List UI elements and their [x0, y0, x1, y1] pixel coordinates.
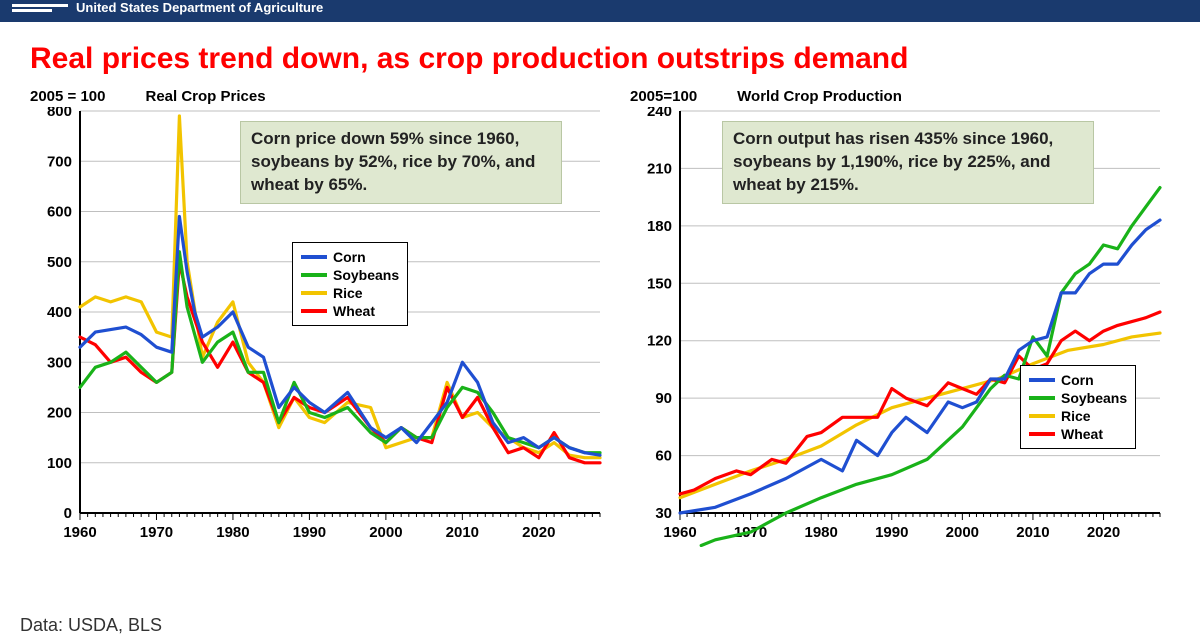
chart-production-title: World Crop Production	[737, 88, 902, 105]
legend-swatch-soybeans	[301, 273, 327, 277]
chart-prices-callout: Corn price down 59% since 1960, soybeans…	[240, 121, 562, 204]
legend-item-corn: Corn	[301, 249, 399, 265]
data-source: Data: USDA, BLS	[20, 615, 162, 636]
gov-header-text: United States Department of Agriculture	[76, 0, 323, 15]
legend-item-corn: Corn	[1029, 372, 1127, 388]
legend-swatch-rice	[301, 291, 327, 295]
legend-label-soybeans: Soybeans	[333, 267, 399, 283]
svg-text:1960: 1960	[663, 524, 696, 541]
legend-swatch-wheat	[1029, 432, 1055, 436]
chart-production-meta: 2005=100 World Crop Production	[630, 88, 1170, 105]
chart-prices-meta: 2005 = 100 Real Crop Prices	[30, 88, 610, 105]
legend-item-soybeans: Soybeans	[301, 267, 399, 283]
legend-item-rice: Rice	[301, 285, 399, 301]
svg-text:2020: 2020	[1087, 524, 1120, 541]
svg-text:2010: 2010	[1016, 524, 1049, 541]
svg-text:200: 200	[47, 405, 72, 422]
legend-label-wheat: Wheat	[333, 303, 375, 319]
legend-item-wheat: Wheat	[301, 303, 399, 319]
chart-prices-basis: 2005 = 100	[30, 88, 106, 105]
legend-item-soybeans: Soybeans	[1029, 390, 1127, 406]
usda-logo	[12, 2, 68, 12]
legend-swatch-wheat	[301, 309, 327, 313]
chart-production-callout: Corn output has risen 435% since 1960, s…	[722, 121, 1094, 204]
svg-text:2020: 2020	[522, 524, 555, 541]
svg-text:1960: 1960	[63, 524, 96, 541]
svg-text:1970: 1970	[140, 524, 173, 541]
svg-text:120: 120	[647, 333, 672, 350]
legend-label-corn: Corn	[1061, 372, 1094, 388]
svg-text:1980: 1980	[216, 524, 249, 541]
legend-label-wheat: Wheat	[1061, 426, 1103, 442]
svg-text:700: 700	[47, 153, 72, 170]
svg-text:210: 210	[647, 160, 672, 177]
chart-production: 2005=100 World Crop Production 30 60 90 120…	[630, 88, 1170, 552]
chart-production-legend: Corn Soybeans Rice Wheat	[1020, 365, 1136, 449]
legend-label-corn: Corn	[333, 249, 366, 265]
svg-text:90: 90	[655, 390, 672, 407]
svg-text:1990: 1990	[875, 524, 908, 541]
svg-text:60: 60	[655, 448, 672, 465]
legend-swatch-corn	[1029, 378, 1055, 382]
legend-label-soybeans: Soybeans	[1061, 390, 1127, 406]
legend-swatch-soybeans	[1029, 396, 1055, 400]
svg-text:300: 300	[47, 354, 72, 371]
legend-item-rice: Rice	[1029, 408, 1127, 424]
chart-prices-legend: Corn Soybeans Rice Wheat	[292, 242, 408, 326]
legend-swatch-corn	[301, 255, 327, 259]
svg-text:1980: 1980	[804, 524, 837, 541]
svg-text:1990: 1990	[293, 524, 326, 541]
svg-text:180: 180	[647, 218, 672, 235]
chart-prices: 2005 = 100 Real Crop Prices 0 100 200 300 40…	[30, 88, 610, 552]
svg-text:800: 800	[47, 107, 72, 120]
svg-text:2000: 2000	[369, 524, 402, 541]
svg-text:2010: 2010	[446, 524, 479, 541]
chart-prices-title: Real Crop Prices	[146, 88, 266, 105]
svg-text:400: 400	[47, 304, 72, 321]
svg-text:30: 30	[655, 505, 672, 522]
svg-text:240: 240	[647, 107, 672, 120]
svg-text:0: 0	[64, 505, 72, 522]
svg-text:2000: 2000	[946, 524, 979, 541]
chart-production-basis: 2005=100	[630, 88, 697, 105]
legend-label-rice: Rice	[333, 285, 363, 301]
svg-text:150: 150	[647, 275, 672, 292]
svg-text:100: 100	[47, 455, 72, 472]
svg-text:500: 500	[47, 254, 72, 271]
svg-text:600: 600	[47, 204, 72, 221]
legend-swatch-rice	[1029, 414, 1055, 418]
legend-label-rice: Rice	[1061, 408, 1091, 424]
charts-row: 2005 = 100 Real Crop Prices 0 100 200 300 40…	[0, 88, 1200, 552]
gov-header-bar: United States Department of Agriculture	[0, 0, 1200, 22]
legend-item-wheat: Wheat	[1029, 426, 1127, 442]
slide-title: Real prices trend down, as crop producti…	[30, 42, 1200, 76]
